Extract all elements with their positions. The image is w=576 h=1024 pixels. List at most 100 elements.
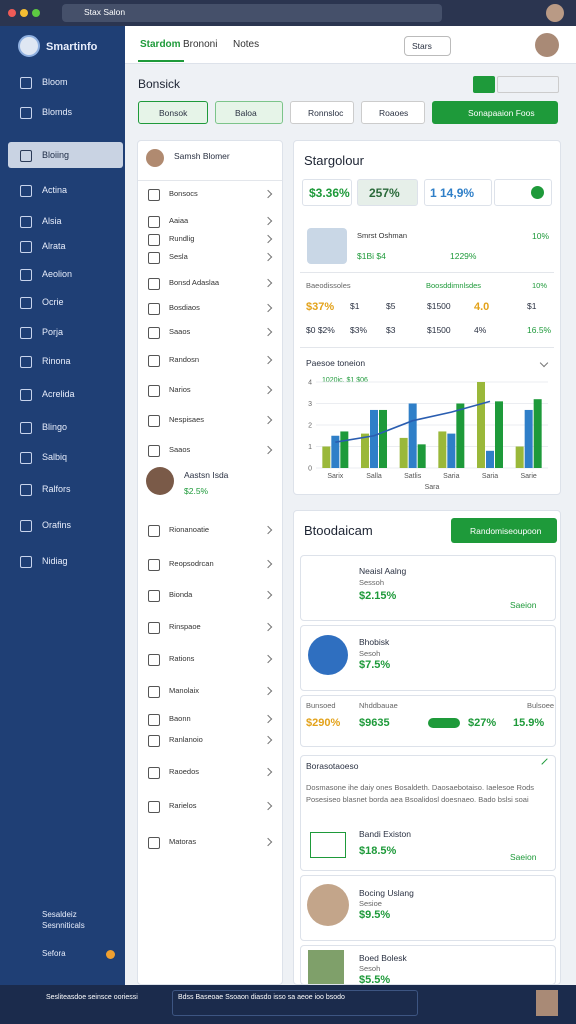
avatar bbox=[307, 884, 349, 926]
view-options[interactable] bbox=[497, 76, 559, 93]
bar bbox=[486, 450, 494, 468]
toggle[interactable] bbox=[428, 718, 460, 728]
window-maximize[interactable] bbox=[32, 9, 40, 17]
sidebar-item[interactable]: Bloom bbox=[42, 77, 68, 87]
list-item[interactable]: Aaiaa bbox=[169, 216, 189, 225]
summary-profile-value: 10% bbox=[532, 231, 550, 241]
metric-value: $1500 bbox=[427, 325, 451, 335]
list-item[interactable]: Saaos bbox=[169, 327, 191, 336]
item-link[interactable]: Saeion bbox=[510, 852, 537, 862]
list-item[interactable]: Ranlanoio bbox=[169, 735, 203, 744]
header-button-label[interactable]: Stars bbox=[412, 41, 432, 51]
sidebar-item[interactable]: Ocrie bbox=[42, 297, 64, 307]
list-item[interactable]: Sesla bbox=[169, 252, 188, 261]
list-item[interactable]: Raoedos bbox=[169, 767, 200, 776]
list-item[interactable]: Rinspaoe bbox=[169, 622, 201, 631]
divider bbox=[138, 180, 282, 181]
list-item[interactable]: Bonsocs bbox=[169, 189, 198, 198]
metric-header: Baeodissoles bbox=[306, 281, 351, 290]
sidebar-item[interactable]: Alrata bbox=[42, 241, 66, 251]
list-item[interactable]: Rionanoatie bbox=[169, 525, 210, 534]
x-tick-label: Sarix bbox=[327, 473, 343, 480]
header-tab[interactable]: Notes bbox=[233, 39, 260, 50]
window-minimize[interactable] bbox=[20, 9, 28, 17]
filter-button[interactable] bbox=[138, 101, 208, 124]
filter-button[interactable] bbox=[361, 101, 425, 124]
sidebar-item[interactable]: Alsia bbox=[42, 216, 62, 226]
sidebar-icon bbox=[20, 77, 32, 89]
sidebar-item[interactable]: Ralfors bbox=[42, 484, 71, 494]
list-panel bbox=[137, 140, 283, 985]
metric-header: Boosddimnlsdes bbox=[426, 281, 482, 290]
list-item[interactable]: Rundlig bbox=[169, 234, 195, 243]
sidebar-footer[interactable]: Sefora bbox=[42, 949, 66, 958]
list-item[interactable]: Randosn bbox=[169, 355, 200, 364]
sidebar-item[interactable]: Acrelida bbox=[42, 389, 75, 399]
list-item[interactable]: Nespisaes bbox=[169, 415, 205, 424]
stat-box bbox=[302, 179, 352, 206]
address-bar[interactable] bbox=[62, 4, 442, 22]
bar bbox=[340, 431, 349, 468]
filter-label[interactable]: Roaoes bbox=[379, 108, 409, 118]
bar bbox=[417, 444, 426, 468]
list-item[interactable]: Saaos bbox=[169, 445, 191, 454]
panel-button[interactable] bbox=[451, 518, 557, 543]
filter-label[interactable]: Baloa bbox=[235, 108, 257, 118]
browser-avatar[interactable] bbox=[546, 4, 564, 22]
filter-button[interactable] bbox=[290, 101, 354, 124]
action-button[interactable] bbox=[432, 101, 558, 124]
header-button[interactable] bbox=[404, 36, 451, 56]
taskbar-avatar[interactable] bbox=[536, 990, 558, 1016]
filter-label[interactable]: Bonsok bbox=[159, 108, 188, 118]
action-label[interactable]: Sonapaaion Foos bbox=[468, 108, 535, 118]
list-item[interactable]: Rations bbox=[169, 654, 195, 663]
list-item[interactable]: Bonsd Adaslaa bbox=[169, 278, 220, 287]
sidebar-item[interactable]: Porja bbox=[42, 327, 64, 337]
sidebar-item[interactable]: Aeolion bbox=[42, 269, 73, 279]
sidebar-item[interactable]: Actina bbox=[42, 185, 68, 195]
list-item[interactable]: Rarielos bbox=[169, 801, 197, 810]
sidebar-icon bbox=[20, 297, 32, 309]
list-item[interactable]: Bosdiaos bbox=[169, 303, 200, 312]
stat-value: $3.36% bbox=[309, 186, 350, 200]
item-link[interactable]: Saeion bbox=[510, 600, 537, 610]
list-item[interactable]: Baonn bbox=[169, 714, 191, 723]
sidebar-footer[interactable]: Sesnniticals bbox=[42, 921, 85, 930]
list-icon bbox=[148, 234, 160, 246]
list-item[interactable]: Bionda bbox=[169, 590, 193, 599]
list-icon bbox=[148, 415, 160, 427]
summary-profile-sub: $1Bi $4 bbox=[357, 251, 386, 261]
filter-button[interactable] bbox=[215, 101, 283, 124]
sidebar-item[interactable]: Blomds bbox=[42, 107, 73, 117]
y-tick-label: 4 bbox=[308, 380, 312, 387]
list-item[interactable]: Reopsodrcan bbox=[169, 559, 214, 568]
filter-label[interactable]: Ronnsloc bbox=[308, 108, 344, 118]
list-icon bbox=[148, 189, 160, 201]
list-icon bbox=[148, 767, 160, 779]
window-close[interactable] bbox=[8, 9, 16, 17]
sidebar-item[interactable]: Nidiag bbox=[42, 556, 68, 566]
sidebar-item[interactable]: Bloiing bbox=[42, 150, 70, 160]
divider bbox=[300, 347, 554, 348]
sidebar-item[interactable]: Blingo bbox=[42, 422, 68, 432]
taskbar-center[interactable]: Bdss Baseoae Ssoaon diasdo isso sa aeoe … bbox=[178, 994, 345, 1001]
list-item[interactable]: Matoras bbox=[169, 837, 197, 846]
view-toggle[interactable] bbox=[473, 76, 495, 93]
summary-title: Stargolour bbox=[304, 153, 364, 168]
item-sub: Sessoh bbox=[359, 578, 385, 587]
sidebar-item[interactable]: Rinona bbox=[42, 356, 71, 366]
list-item[interactable]: Manolaix bbox=[169, 686, 200, 695]
item-text: Dosmasone ihe daiy ones Bosaldeth. Daosa… bbox=[306, 783, 535, 792]
x-tick-label: Sarie bbox=[520, 473, 536, 480]
header-tab[interactable]: Brononi bbox=[183, 39, 218, 50]
sidebar-item[interactable]: Salbiq bbox=[42, 452, 68, 462]
panel-button-label[interactable]: Randomiseoupoon bbox=[470, 526, 542, 536]
taskbar-field[interactable] bbox=[172, 990, 418, 1016]
list-item[interactable]: Narios bbox=[169, 385, 191, 394]
metric-header: 10% bbox=[532, 281, 548, 290]
item-title: Neaisl Aalng bbox=[359, 566, 407, 576]
user-avatar[interactable] bbox=[535, 33, 559, 57]
header-tab[interactable]: Stardom bbox=[140, 39, 181, 50]
sidebar-footer[interactable]: Sesaldeiz bbox=[42, 910, 77, 919]
sidebar-item[interactable]: Orafins bbox=[42, 520, 72, 530]
